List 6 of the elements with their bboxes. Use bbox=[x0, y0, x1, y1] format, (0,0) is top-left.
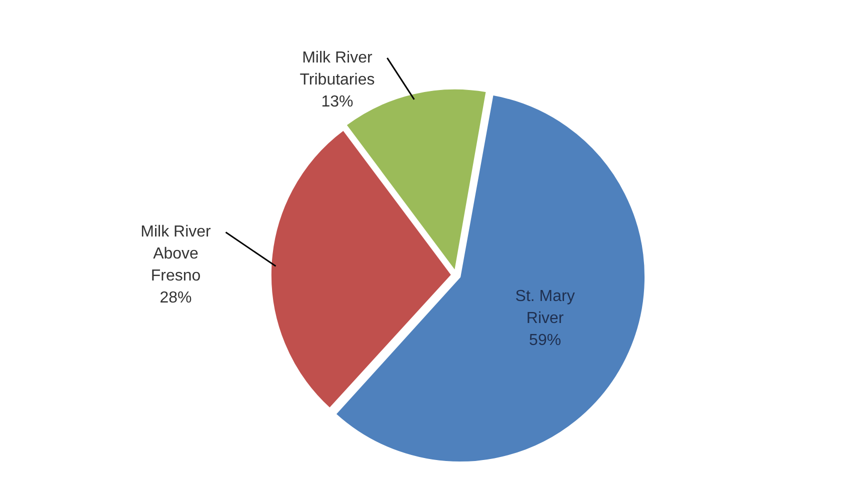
data-label: 59% bbox=[529, 332, 562, 350]
data-label: 28% bbox=[160, 290, 192, 307]
slice-label: Milk River Tributaries bbox=[300, 49, 375, 88]
slice-label: Milk River Above Fresno bbox=[140, 224, 212, 285]
data-label: 13% bbox=[321, 93, 354, 110]
slice-label: St. Mary River bbox=[515, 288, 575, 328]
